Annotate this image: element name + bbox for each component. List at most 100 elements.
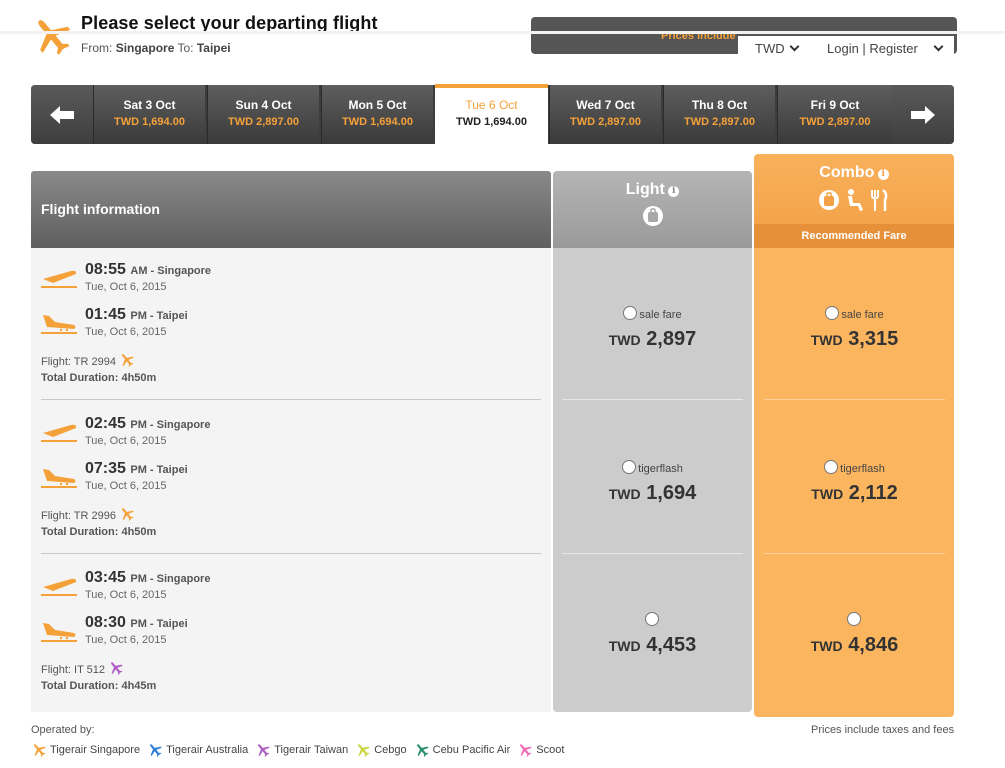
fare-radio[interactable] [824,460,839,474]
legend-item: Scoot [517,742,564,758]
legend-item: Tigerair Singapore [31,742,140,758]
legend-item: Cebgo [355,742,407,758]
taxes-note: Prices include taxes and fees [811,724,955,736]
date-tab[interactable]: Sat 3 Oct TWD 1,694.00 [93,85,205,144]
fare-divider [764,399,945,400]
departure-segment: 03:45 PM - Singapore Tue, Oct 6, 2015 [41,569,541,614]
date-tab[interactable]: Fri 9 Oct TWD 2,897.00 [777,85,892,144]
currency-select[interactable]: TWD [755,41,785,56]
combo-fare-option[interactable]: tigerflash TWD 2,112 [755,460,954,505]
fare-radio[interactable] [825,306,840,320]
flight-row: 03:45 PM - Singapore Tue, Oct 6, 2015 08… [41,569,541,692]
fare-radio[interactable] [623,306,638,320]
info-icon[interactable]: i [877,169,889,180]
previous-dates-button[interactable] [31,85,93,144]
meal-icon [871,189,888,211]
flight-information-header: Flight information [31,171,551,248]
departure-segment: 08:55 AM - Singapore Tue, Oct 6, 2015 [41,261,541,306]
arrival-segment: 07:35 PM - Taipei Tue, Oct 6, 2015 [41,460,541,505]
page-title: Please select your departing flight [81,13,378,33]
flight-row: 02:45 PM - Singapore Tue, Oct 6, 2015 07… [41,415,541,538]
date-tab[interactable]: Thu 8 Oct TWD 2,897.00 [663,85,775,144]
fare-radio[interactable] [622,460,637,474]
chevron-down-icon[interactable] [789,41,800,52]
date-tab[interactable]: Sun 4 Oct TWD 2,897.00 [207,85,319,144]
combo-fare-column [754,248,954,717]
arrival-segment: 01:45 PM - Taipei Tue, Oct 6, 2015 [41,306,541,351]
baggage-icon [818,190,839,210]
airline-plane-icon [111,662,123,675]
airline-plane-icon [122,354,134,367]
airline-plane-icon [416,744,429,757]
login-register-link[interactable]: Login | Register [827,41,918,56]
light-fare-option[interactable]: sale fare TWD 2,897 [553,306,752,351]
light-fare-header: Light i [553,171,752,248]
combo-fare-option[interactable]: sale fare TWD 3,315 [755,306,954,351]
combo-fare-title: Combo [819,164,875,181]
operated-by-label: Operated by: [31,724,95,736]
landing-icon [41,623,77,642]
landing-icon [41,469,77,488]
takeoff-icon [41,424,77,442]
takeoff-icon [41,578,77,596]
light-fare-title: Light [625,181,665,198]
departure-segment: 02:45 PM - Singapore Tue, Oct 6, 2015 [41,415,541,460]
airline-plane-icon [520,744,532,757]
fare-price: 2,112 [848,482,898,504]
legend-item: Tigerair Australia [147,742,248,758]
flight-list [31,248,551,712]
airline-legend: Tigerair Singapore Tigerair Australia Ti… [31,742,571,758]
combo-fare-option[interactable]: TWD 4,846 [755,612,954,657]
next-dates-button[interactable] [892,85,954,144]
fare-radio[interactable] [644,612,659,626]
arrival-segment: 08:30 PM - Taipei Tue, Oct 6, 2015 [41,614,541,659]
arrow-left-icon [50,105,74,124]
arrow-right-icon [911,105,935,124]
route-summary: From: Singapore To: Taipei [81,41,231,55]
fare-price: 1,694 [646,482,697,504]
light-fare-option[interactable]: tigerflash TWD 1,694 [553,460,752,505]
light-fare-option[interactable]: TWD 4,453 [553,612,752,657]
airline-plane-icon [358,744,370,757]
fare-radio[interactable] [846,612,861,626]
total-duration: Total Duration: 4h50m [41,372,157,384]
row-divider [41,553,541,554]
legend-item: Cebu Pacific Air [414,742,510,758]
flight-number: Flight: IT 512 [41,664,105,676]
origin-city: Singapore [115,41,175,55]
takeoff-icon [41,270,77,288]
baggage-icon [642,206,663,226]
account-bar: TWD Login | Register [738,36,954,60]
destination-city: Taipei [196,41,231,55]
seat-icon [848,189,863,211]
airline-plane-icon [258,744,270,757]
fare-divider [562,553,743,554]
flight-row: 08:55 AM - Singapore Tue, Oct 6, 2015 01… [41,261,541,384]
date-tab[interactable]: Mon 5 Oct TWD 1,694.00 [321,85,433,144]
date-selector: Sat 3 Oct TWD 1,694.00 Sun 4 Oct TWD 2,897… [31,84,954,145]
fare-price: 4,846 [848,634,899,656]
date-tab-selected[interactable]: Tue 6 Oct TWD 1,694.00 [435,84,548,145]
airline-plane-icon [122,508,134,521]
flight-number: Flight: TR 2996 [41,510,117,522]
total-duration: Total Duration: 4h45m [41,680,157,692]
airline-plane-icon [150,744,162,757]
plane-icon [38,20,71,56]
total-duration: Total Duration: 4h50m [41,526,157,538]
airline-plane-icon [34,744,46,757]
chevron-down-icon[interactable] [933,41,944,52]
combo-fare-header: Combo i Recommended Fare [754,154,954,248]
row-divider [41,399,541,400]
date-tab[interactable]: Wed 7 Oct TWD 2,897.00 [549,85,661,144]
info-icon[interactable]: i [668,186,680,197]
header-divider [0,31,1005,34]
fare-divider [562,399,743,400]
fare-price: 4,453 [646,634,697,656]
legend-item: Tigerair Taiwan [255,742,348,758]
landing-icon [41,315,77,334]
light-fare-column [553,248,752,712]
flight-number: Flight: TR 2994 [41,356,117,368]
fare-divider [764,553,945,554]
fare-price: 2,897 [646,328,697,350]
fare-price: 3,315 [848,328,899,350]
